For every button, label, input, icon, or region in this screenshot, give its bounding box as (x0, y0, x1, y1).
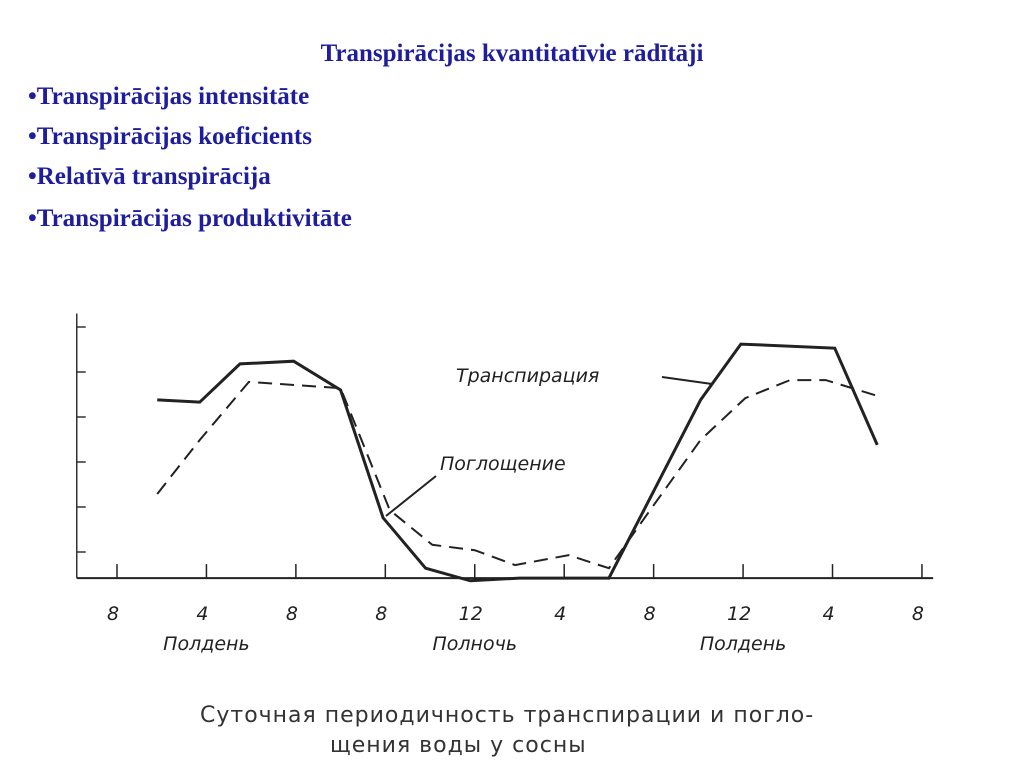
x-tick-label: 8 (375, 603, 387, 625)
x-annotation: Полночь (432, 633, 517, 655)
series-line (156, 379, 878, 570)
x-tick-label: 8 (107, 603, 119, 625)
x-tick-label: 4 (554, 603, 566, 625)
x-tick-label: 8 (912, 603, 924, 625)
series-line (157, 342, 879, 583)
bullet: •Transpirācijas intensitāte (28, 83, 309, 110)
bullet: •Transpirācijas koeficients (28, 123, 312, 150)
x-tick-label: 8 (644, 603, 656, 625)
bullet: •Transpirācijas produktivitāte (28, 205, 352, 232)
slide-title: Transpirācijas kvantitatīvie rādītāji (321, 40, 704, 67)
caption: щения воды у сосны (330, 733, 587, 758)
x-tick-label: 12 (459, 603, 483, 625)
caption: Суточная периодичность транспирации и по… (200, 703, 814, 728)
series-label: Поглощение (440, 453, 566, 475)
series-label: Транспирация (456, 365, 599, 387)
x-tick-label: 8 (286, 603, 298, 625)
x-tick-label: 4 (822, 603, 834, 625)
x-annotation: Полдень (163, 633, 250, 655)
leader (661, 376, 713, 385)
leader (385, 475, 437, 517)
x-tick-label: 4 (196, 603, 208, 625)
bullet: •Relatīvā transpirācija (28, 163, 271, 190)
x-annotation: Полдень (700, 633, 787, 655)
x-tick-label: 12 (727, 603, 751, 625)
